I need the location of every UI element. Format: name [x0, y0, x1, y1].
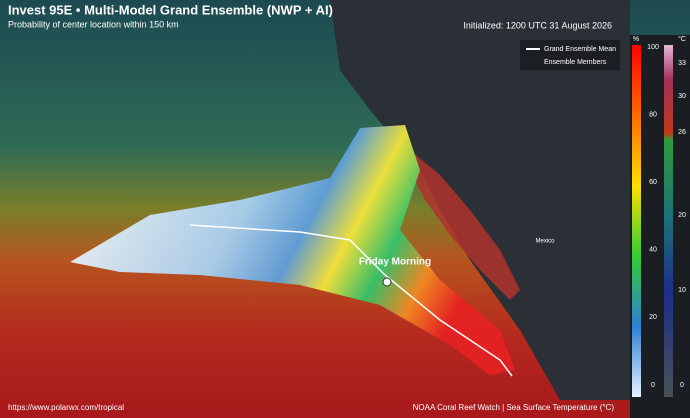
ensemble-mean-track [189, 224, 513, 377]
land [330, 0, 630, 400]
footer-source: NOAA Coral Reef Watch | Sea Surface Temp… [413, 403, 615, 412]
sst-tick-label: 30 [678, 93, 686, 100]
probability-tick-label: 100 [647, 44, 659, 51]
sst-tick-label: 10 [678, 287, 686, 294]
init-time: Initialized: 1200 UTC 31 August 2026 [463, 20, 612, 30]
probability-tick-label: 0 [651, 382, 655, 389]
sst-tick-label: 20 [678, 212, 686, 219]
title: Invest 95E • Multi-Model Grand Ensemble … [8, 2, 333, 17]
footer-url[interactable]: https://www.polarwx.com/tropical [8, 403, 124, 412]
sst-colorbar [664, 45, 673, 397]
probability-colorbar [632, 45, 641, 397]
probability-tick-label: 80 [649, 111, 657, 118]
sst-tick-label: 26 [678, 129, 686, 136]
probability-tick-label: 60 [649, 179, 657, 186]
baja-waters [410, 150, 520, 300]
probability-plume [70, 125, 515, 375]
legend-box [520, 40, 620, 70]
subtitle: Probability of center location within 15… [8, 19, 179, 29]
sst-tick-label: 0 [680, 382, 684, 389]
forecast-point [382, 277, 392, 287]
probability-tick-label: 20 [649, 314, 657, 321]
country-label: Mexico [535, 239, 555, 245]
colorbar-unit: °C [678, 35, 686, 43]
colorbar-unit: % [633, 36, 639, 43]
annotation: Friday Morning [359, 257, 431, 268]
legend-item: Grand Ensemble Mean [544, 46, 616, 53]
probability-tick-label: 40 [649, 247, 657, 254]
legend-item: Ensemble Members [544, 59, 607, 66]
sst-tick-label: 33 [678, 60, 686, 67]
